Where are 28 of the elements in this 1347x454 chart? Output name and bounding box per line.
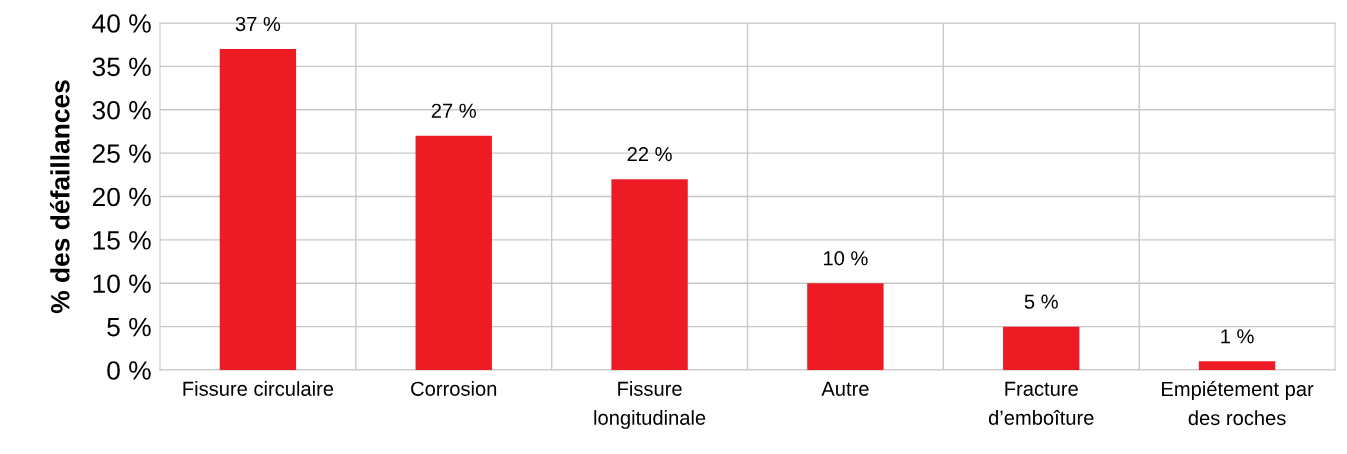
x-tick-label: Empiétement par des roches [1162, 381, 1314, 426]
y-tick-label: 35 % [92, 57, 151, 77]
y-tick-label: 10 % [93, 274, 151, 294]
x-tick-label: Fracture d’emboîture [988, 381, 1094, 425]
y-tick-label: 40 % [92, 14, 151, 33]
y-tick-label: 20 % [92, 187, 151, 207]
x-tick-label: Autre [821, 381, 869, 396]
y-axis-title: % des défaillances [50, 80, 70, 314]
data-label: 22 % [627, 147, 672, 162]
y-tick-label: 30 % [92, 100, 151, 120]
bar [807, 283, 884, 370]
y-tick-label: 0 % [107, 361, 151, 380]
bar [1003, 326, 1080, 370]
x-tick-label: Fissure longitudinale [594, 381, 706, 429]
bar [611, 179, 688, 370]
data-label: 1 % [1221, 329, 1254, 344]
data-label: 10 % [824, 251, 868, 266]
x-tick-label: Fissure circulaire [183, 381, 334, 396]
x-tick-label: Corrosion [411, 381, 497, 396]
bar [219, 49, 297, 370]
data-label: 27 % [431, 103, 476, 118]
data-label: 5 % [1024, 294, 1058, 309]
bar [415, 135, 492, 370]
data-label: 37 % [235, 16, 281, 32]
y-tick-label: 5 % [107, 317, 151, 337]
y-tick-label: 15 % [93, 231, 151, 250]
y-tick-label: 25 % [92, 144, 151, 163]
bar [1198, 361, 1276, 370]
